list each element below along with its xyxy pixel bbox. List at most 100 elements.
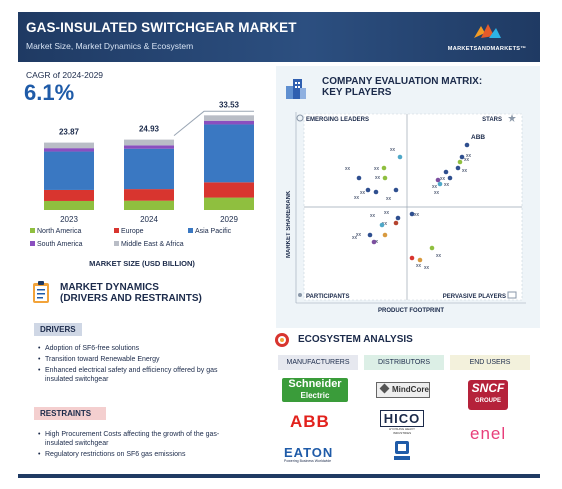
company-dot xyxy=(435,177,441,183)
chart-x-label: MARKET SIZE (USD BILLION) xyxy=(89,259,195,268)
legend-south-america: South America xyxy=(37,241,83,248)
brand-logo: MARKETSANDMARKETS™ xyxy=(442,20,532,56)
company-label: xx xyxy=(374,166,380,172)
legend-swatch-asia-pacific xyxy=(188,228,193,233)
quadrant-pervasive-players: PERVASIVE PLAYERS xyxy=(443,294,506,300)
mindcore-logo: MindCore xyxy=(376,382,430,398)
market-dynamics-title-line2: (DRIVERS AND RESTRAINTS) xyxy=(60,293,202,304)
quadrant-stars: STARS xyxy=(482,117,502,123)
market-dynamics-title: MARKET DYNAMICS (DRIVERS AND RESTRAINTS) xyxy=(60,282,202,304)
bar-segment-north-america-2029 xyxy=(204,197,254,210)
market-size-chart: 23.87 2023 24.93 2024 33.53 2029 North Americ… xyxy=(30,100,254,248)
eaton-logo-sub: Powering Business Worldwide xyxy=(284,459,332,463)
bar-total-label: 24.93 xyxy=(139,125,160,134)
company-dot xyxy=(429,245,435,251)
company-dot xyxy=(459,154,465,160)
legend-swatch-south-america xyxy=(30,241,35,246)
distributors-header: DISTRIBUTORS xyxy=(364,355,444,370)
quadrant-participants: PARTICIPANTS xyxy=(306,294,349,300)
bar-segment-europe-2024 xyxy=(124,189,174,201)
bar-segment-europe-2023 xyxy=(44,189,94,201)
company-label: xx xyxy=(462,168,468,174)
company-label: xx xyxy=(440,176,446,182)
manufacturers-header: MANUFACTURERS xyxy=(278,355,358,370)
company-dot xyxy=(397,154,403,160)
matrix-title: COMPANY EVALUATION MATRIX: KEY PLAYERS xyxy=(322,76,482,98)
bar-total-label: 33.53 xyxy=(219,100,240,109)
schneider-logo-text: Schneider xyxy=(288,378,342,390)
company-label: xx xyxy=(354,195,360,201)
company-dot xyxy=(417,257,423,263)
company-label: xx xyxy=(375,175,381,181)
company-label: xx xyxy=(352,235,358,241)
company-dot xyxy=(365,187,371,193)
bar-segment-north-america-2023 xyxy=(44,200,94,210)
company-dot xyxy=(464,142,470,148)
company-dot xyxy=(455,165,461,171)
company-label: xx xyxy=(444,182,450,188)
buildings-icon xyxy=(286,79,306,99)
mindcore-logo-text: MindCore xyxy=(392,385,429,394)
enel-logo: enel xyxy=(470,424,507,443)
mindcore-mark-icon xyxy=(379,383,390,394)
list-item: High Procurement Costs affecting the gro… xyxy=(38,430,243,448)
bar-segment-europe-2029 xyxy=(204,182,254,198)
company-label: xx xyxy=(466,153,472,159)
company-dot xyxy=(382,175,388,181)
company-dot xyxy=(447,175,453,181)
sncf-logo: SNCF GROUPE xyxy=(468,380,508,410)
company-dot xyxy=(373,189,379,195)
eaton-logo: EATON Powering Business Worldwide xyxy=(284,446,344,464)
market-dynamics-title-line1: MARKET DYNAMICS xyxy=(60,282,159,293)
legend-swatch-europe xyxy=(114,228,119,233)
list-item: Transition toward Renewable Energy xyxy=(38,355,243,364)
company-dot xyxy=(371,239,377,245)
hico-logo: HICO HYOSUNG HEAVY INDUSTRIES xyxy=(380,410,424,435)
hico-logo-sub: HYOSUNG HEAVY INDUSTRIES xyxy=(389,427,415,435)
hico-logo-text: HICO xyxy=(380,410,424,427)
sncf-logo-text: SNCF xyxy=(471,381,505,395)
eaton-logo-text: EATON xyxy=(284,445,334,460)
company-dot xyxy=(381,165,387,171)
ecosystem-icon xyxy=(275,333,289,347)
distributor-badge-icon xyxy=(394,441,410,460)
company-label: xx xyxy=(432,184,438,190)
company-dot xyxy=(409,255,415,261)
legend-asia-pacific: Asia Pacific xyxy=(195,228,232,235)
company-evaluation-matrix: EMERGING LEADERS STARS PARTICIPANTS PERV… xyxy=(286,112,526,314)
company-dot xyxy=(457,159,463,165)
page-title: GAS-INSULATED SWITCHGEAR MARKET xyxy=(26,20,297,35)
list-item: Enhanced electrical safety and efficienc… xyxy=(38,366,243,384)
schneider-logo-sub: Electric xyxy=(300,391,330,400)
stars-icon xyxy=(508,114,516,122)
cagr-value: 6.1% xyxy=(24,80,75,105)
legend-middle-east-africa: Middle East & Africa xyxy=(121,241,184,248)
legend-north-america: North America xyxy=(37,228,81,235)
company-label: xx xyxy=(414,212,420,218)
company-label: xx xyxy=(386,196,392,202)
cagr-label: CAGR of 2024-2029 xyxy=(26,70,104,80)
company-label: xx xyxy=(382,221,388,227)
company-dot xyxy=(393,187,399,193)
company-label: xx xyxy=(436,253,442,259)
matrix-title-line2: KEY PLAYERS xyxy=(322,87,392,98)
schneider-electric-logo: Schneider Electric xyxy=(282,378,348,402)
company-dot xyxy=(382,232,388,238)
drivers-label: DRIVERS xyxy=(34,323,82,336)
company-dot xyxy=(356,175,362,181)
bar-total-label: 23.87 xyxy=(59,128,80,137)
legend-europe: Europe xyxy=(121,228,144,235)
end-users-header: END USERS xyxy=(450,355,530,370)
restraints-label: RESTRAINTS xyxy=(34,407,106,420)
bar-segment-south-america-2024 xyxy=(124,145,174,149)
sncf-logo-sub: GROUPE xyxy=(474,398,501,404)
bar-segment-asia-pacific-2023 xyxy=(44,151,94,190)
emerging-icon xyxy=(296,114,304,122)
bar-segment-south-america-2023 xyxy=(44,148,94,152)
list-item: Adoption of SF6-free solutions xyxy=(38,344,243,353)
company-label: xx xyxy=(360,190,366,196)
x-tick-label: 2024 xyxy=(140,215,158,224)
legend-swatch-middle-east-africa xyxy=(114,241,119,246)
pervasive-icon xyxy=(507,291,517,299)
brand-name: MARKETSANDMARKETS™ xyxy=(447,46,527,52)
